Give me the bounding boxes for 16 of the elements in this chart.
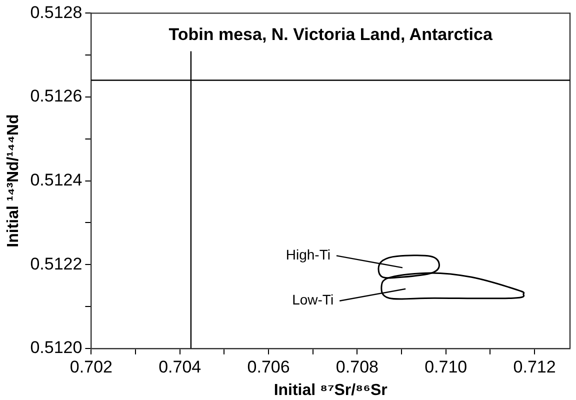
x-tick-label: 0.706: [247, 357, 290, 376]
y-tick-label: 0.5122: [30, 254, 82, 274]
x-tick-label: 0.702: [70, 357, 112, 376]
y-tick-label: 0.5126: [30, 86, 82, 106]
x-tick-label: 0.712: [513, 357, 556, 376]
x-tick-label: 0.704: [158, 357, 202, 376]
annotation: Low-Ti: [292, 292, 334, 308]
x-axis-title: Initial ⁸⁷Sr/⁸⁶Sr: [274, 382, 388, 399]
annotation: High-Ti: [286, 246, 330, 263]
y-tick-label: 0.5120: [30, 338, 82, 358]
text: Tobin mesa, N. Victoria Land, Antarctica: [168, 24, 493, 44]
y-tick-label: 0.5128: [30, 2, 82, 22]
x-tick-label: 0.710: [424, 357, 468, 376]
y-axis-title: Initial ¹⁴³Nd/¹⁴⁴Nd: [5, 114, 22, 248]
x-tick-label: 0.708: [336, 357, 378, 376]
y-tick-label: 0.5124: [30, 170, 82, 190]
